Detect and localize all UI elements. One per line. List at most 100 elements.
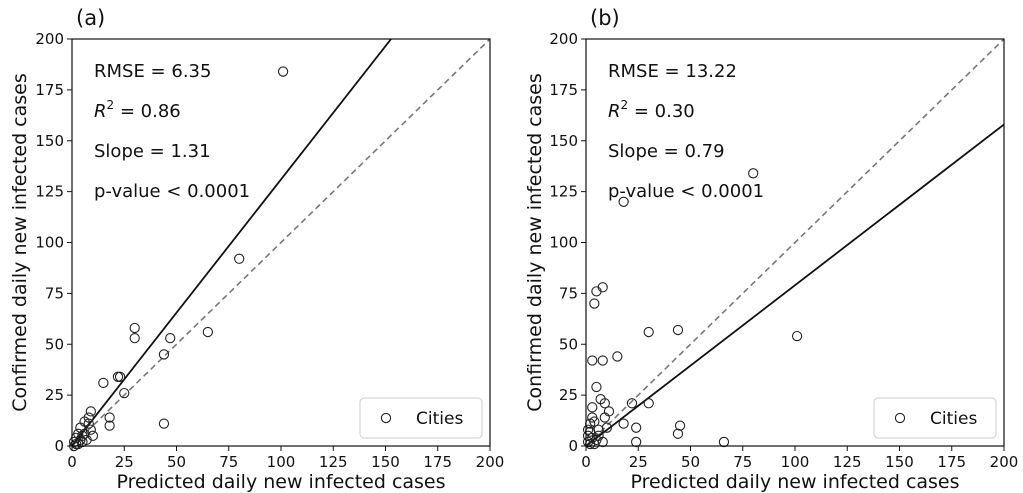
data-point-0-3 [591, 286, 602, 297]
data-point-0-5 [158, 418, 170, 429]
y-tick-label-4: 100 [35, 234, 64, 252]
legend-marker [380, 412, 392, 424]
data-point-0-12 [104, 412, 115, 423]
data-point-0-20 [618, 418, 629, 429]
data-point-0-1 [234, 253, 245, 264]
data-point-0-5 [791, 330, 803, 342]
y-tick-label-2: 50 [559, 335, 578, 353]
slope-annotation: Slope = 0.79 [608, 141, 725, 162]
slope-annotation: Slope = 1.31 [94, 141, 211, 162]
data-point-0-11 [98, 377, 109, 389]
panel-a: 0 25 50 75 100 125 150 175 200 0 25 50 75 100 125 150 17… [9, 6, 504, 493]
x-tick-label-6: 150 [885, 453, 914, 471]
data-point-0-7 [672, 324, 684, 336]
legend: Cities [873, 397, 997, 439]
y-tick-label-8: 200 [35, 30, 64, 48]
data-point-0-30 [631, 436, 642, 448]
y-tick-label-5: 125 [35, 183, 64, 201]
x-axis-label: Predicted daily new infected cases [630, 471, 959, 493]
r-squared-annotation: R2 = 0.30 [608, 98, 695, 122]
data-point-0-33 [589, 438, 600, 450]
data-point-0-38 [587, 412, 598, 423]
data-point-0-14 [626, 398, 638, 409]
x-tick-label-5: 125 [833, 453, 862, 471]
data-point-0-4 [589, 298, 600, 309]
identity-line [586, 39, 1004, 446]
y-tick-label-6: 150 [35, 132, 64, 150]
x-tick-label-4: 100 [267, 453, 296, 471]
p-value-annotation: p-value < 0.0001 [608, 181, 764, 202]
y-tick-label-6: 150 [549, 132, 578, 150]
x-tick-label-5: 125 [319, 453, 348, 471]
data-point-0-8 [119, 387, 130, 399]
y-tick-label-4: 100 [549, 234, 578, 252]
y-axis-label: Confirmed daily new infected cases [524, 73, 546, 412]
data-point-0-9 [114, 371, 126, 382]
legend: Cities [359, 397, 483, 439]
data-point-0-31 [718, 436, 730, 448]
rmse-annotation: RMSE = 6.35 [94, 61, 211, 82]
x-tick-label-0: 0 [581, 453, 591, 471]
x-tick-label-2: 50 [681, 453, 700, 471]
data-point-0-22 [672, 428, 684, 439]
panel-b: 0 25 50 75 100 125 150 175 200 0 25 50 75 100 125 150 17… [524, 6, 1018, 493]
data-point-0-4 [158, 349, 170, 360]
y-tick-label-3: 75 [45, 284, 64, 302]
legend-label: Cities [416, 409, 463, 429]
data-point-0-15 [643, 398, 654, 409]
legend-label: Cities [930, 409, 977, 429]
data-point-0-34 [582, 430, 594, 441]
x-tick-label-7: 175 [423, 453, 452, 471]
data-point-0-2 [202, 326, 213, 338]
y-axis-label: Confirmed daily new infected cases [9, 73, 31, 412]
legend-box [359, 397, 483, 439]
y-tick-label-5: 125 [549, 183, 578, 201]
data-point-0-18 [599, 412, 610, 423]
y-tick-label-3: 75 [559, 284, 578, 302]
data-point-0-36 [601, 422, 613, 433]
y-tick-label-1: 25 [559, 386, 578, 404]
x-tick-label-3: 75 [733, 453, 752, 471]
x-tick-label-8: 200 [990, 453, 1019, 471]
data-point-0-7 [129, 332, 140, 344]
r-squared-annotation: R2 = 0.86 [94, 98, 181, 122]
identity-line [72, 39, 490, 446]
data-point-0-16 [587, 402, 598, 413]
data-point-0-9 [587, 355, 598, 366]
y-tick-label-7: 175 [35, 81, 64, 99]
y-tick-label-0: 0 [54, 437, 64, 455]
x-axis-label: Predicted daily new infected cases [116, 471, 445, 493]
data-point-0-35 [593, 430, 604, 441]
data-point-0-11 [591, 381, 602, 393]
panel-label: (b) [590, 6, 620, 30]
x-tick-label-1: 25 [629, 453, 648, 471]
data-point-0-1 [618, 196, 629, 207]
x-tick-label-2: 50 [167, 453, 186, 471]
y-tick-label-8: 200 [549, 30, 578, 48]
x-tick-label-7: 175 [937, 453, 966, 471]
data-point-0-23 [631, 422, 642, 433]
panel-label: (a) [76, 6, 105, 30]
x-tick-label-1: 25 [115, 453, 134, 471]
y-tick-label-2: 50 [45, 335, 64, 353]
y-tick-label-1: 25 [45, 386, 64, 404]
data-point-0-31 [79, 428, 90, 439]
data-point-0-6 [643, 326, 654, 338]
rmse-annotation: RMSE = 13.22 [608, 61, 737, 82]
data-point-0-10 [597, 355, 608, 366]
x-tick-label-8: 200 [476, 453, 505, 471]
data-point-0-10 [112, 371, 124, 382]
data-point-0-13 [599, 398, 610, 409]
data-point-0-0 [277, 66, 289, 77]
x-tick-label-6: 150 [371, 453, 400, 471]
data-point-0-39 [582, 424, 594, 435]
fit-line [586, 123, 1004, 446]
fit-line [72, 39, 392, 446]
p-value-annotation: p-value < 0.0001 [94, 181, 250, 202]
legend-marker [894, 412, 906, 424]
data-point-0-6 [129, 322, 140, 334]
legend-box [873, 397, 997, 439]
x-tick-label-0: 0 [67, 453, 77, 471]
x-tick-label-4: 100 [781, 453, 810, 471]
